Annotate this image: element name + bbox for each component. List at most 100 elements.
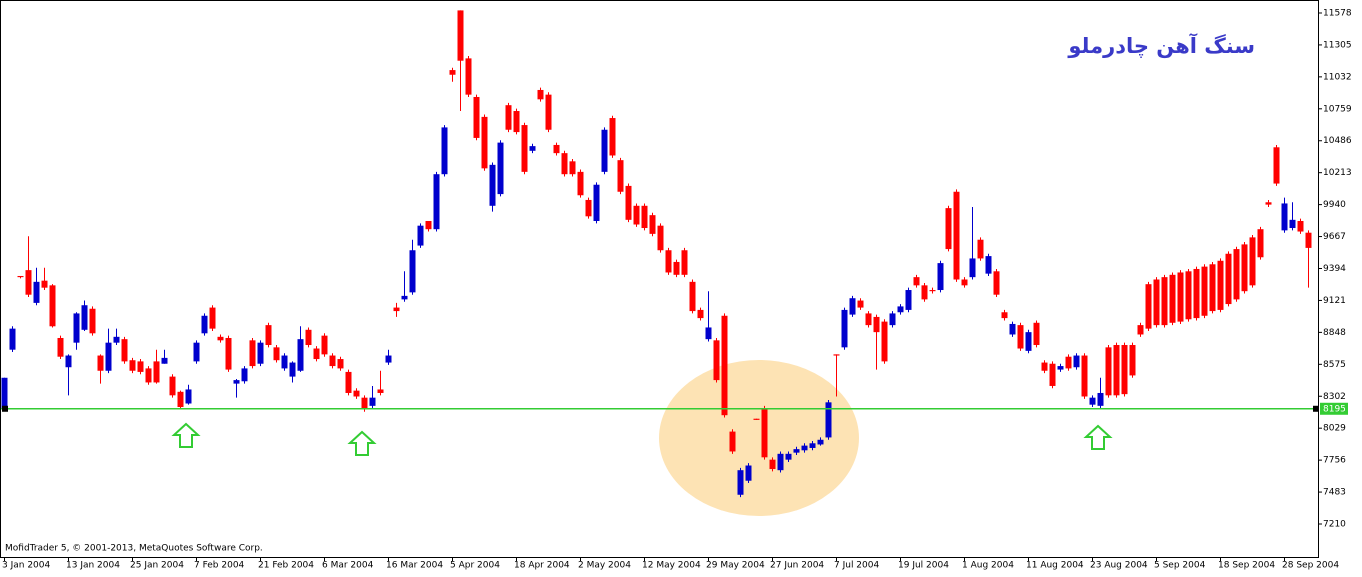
candle-body: [1009, 323, 1016, 335]
candle-body: [609, 118, 616, 156]
candle-body: [521, 125, 528, 172]
candle-body: [393, 307, 400, 312]
candle-body: [881, 321, 888, 362]
candle-body: [537, 89, 544, 100]
candle-body: [337, 359, 344, 369]
candle-body: [1153, 279, 1160, 326]
candle-body: [1041, 362, 1048, 371]
candle-body: [321, 335, 328, 355]
footer: MofidTrader 5, © 2001-2013, MetaQuotes S…: [5, 544, 263, 554]
candle-body: [1017, 325, 1024, 349]
candle-body: [289, 362, 296, 377]
price-line-end: [1313, 405, 1319, 412]
candle-body: [1169, 274, 1176, 323]
x-tick-label: 7 Feb 2004: [194, 561, 245, 571]
candle-body: [1265, 202, 1272, 205]
candle-body: [113, 336, 120, 343]
x-tick-label: 18 Sep 2004: [1218, 561, 1275, 571]
candle-body: [833, 354, 840, 356]
x-tick-label: 1 Aug 2004: [962, 561, 1014, 571]
candle-body: [673, 261, 680, 275]
y-tick-label: 9940: [1323, 200, 1346, 210]
x-tick-label: 19 Jul 2004: [898, 561, 949, 571]
y-tick-label: 7210: [1323, 520, 1346, 530]
x-tick-label: 25 Jan 2004: [130, 561, 184, 571]
candle-body: [873, 316, 880, 333]
candle-body: [473, 96, 480, 138]
candle-body: [161, 357, 168, 364]
candle-body: [457, 10, 464, 61]
candle-body: [617, 160, 624, 192]
candle-body: [697, 309, 704, 319]
candle-body: [1089, 397, 1096, 405]
candle-body: [1121, 345, 1128, 395]
x-tick-label: 3 Jan 2004: [2, 561, 50, 571]
arrow-up: [171, 422, 201, 448]
candle-body: [1033, 322, 1040, 346]
candle-body: [553, 144, 560, 154]
candle-body: [841, 309, 848, 348]
candle-body: [1305, 232, 1312, 248]
candle-body: [241, 368, 248, 382]
candle-body: [305, 329, 312, 346]
candle-body: [281, 355, 288, 369]
y-tick-label: 11578: [1323, 8, 1352, 18]
candle-body: [825, 402, 832, 438]
candle-body: [1049, 363, 1056, 386]
price-label-bg: [1320, 402, 1348, 415]
candle-body: [1057, 366, 1064, 370]
candle-body: [81, 305, 88, 330]
candle-body: [41, 280, 48, 288]
candle-body: [1193, 268, 1200, 319]
x-tick-label: 13 Jan 2004: [66, 561, 120, 571]
candle-body: [945, 208, 952, 250]
candle-body: [817, 439, 824, 445]
candle-body: [137, 361, 144, 372]
x-tick-label: 12 May 2004: [642, 561, 701, 571]
candle-body: [449, 70, 456, 75]
candle-body: [329, 355, 336, 367]
x-tick-label: 6 Mar 2004: [322, 561, 374, 571]
candle-body: [1145, 284, 1152, 329]
x-tick-label: 7 Jul 2004: [834, 561, 879, 571]
candle-body: [1241, 244, 1248, 292]
candle-body: [201, 315, 208, 334]
candle-body: [377, 389, 384, 393]
candle-body: [585, 199, 592, 217]
candle-body: [145, 368, 152, 383]
candle-body: [1233, 249, 1240, 300]
candle-body: [1209, 264, 1216, 312]
candle-body: [777, 453, 784, 471]
candle-body: [1249, 237, 1256, 286]
candle-body: [905, 290, 912, 310]
candle-body: [217, 336, 224, 341]
candle-body: [489, 164, 496, 206]
y-tick-label: 8029: [1323, 424, 1346, 434]
candle-body: [193, 342, 200, 362]
candle-body: [769, 459, 776, 470]
candle-body: [353, 390, 360, 397]
candle-body: [745, 465, 752, 481]
candle-body: [713, 340, 720, 381]
candle-body: [937, 263, 944, 291]
candle-body: [1105, 347, 1112, 396]
candle-body: [481, 116, 488, 169]
candle-body: [721, 315, 728, 416]
x-tick-label: 27 Jun 2004: [770, 561, 824, 571]
candle-body: [401, 295, 408, 300]
candle-body: [297, 339, 304, 371]
y-tick-label: 11032: [1323, 72, 1352, 82]
candle-body: [665, 250, 672, 273]
arrow-up: [1083, 424, 1113, 450]
candle-body: [633, 205, 640, 225]
x-tick-label: 23 Aug 2004: [1090, 561, 1148, 571]
candle-body: [129, 360, 136, 371]
candle-body: [969, 258, 976, 278]
y-tick-label: 9667: [1323, 232, 1346, 242]
candle-body: [121, 339, 128, 362]
candle-body: [857, 300, 864, 308]
arrow-up: [347, 430, 377, 456]
candle-body: [225, 337, 232, 370]
